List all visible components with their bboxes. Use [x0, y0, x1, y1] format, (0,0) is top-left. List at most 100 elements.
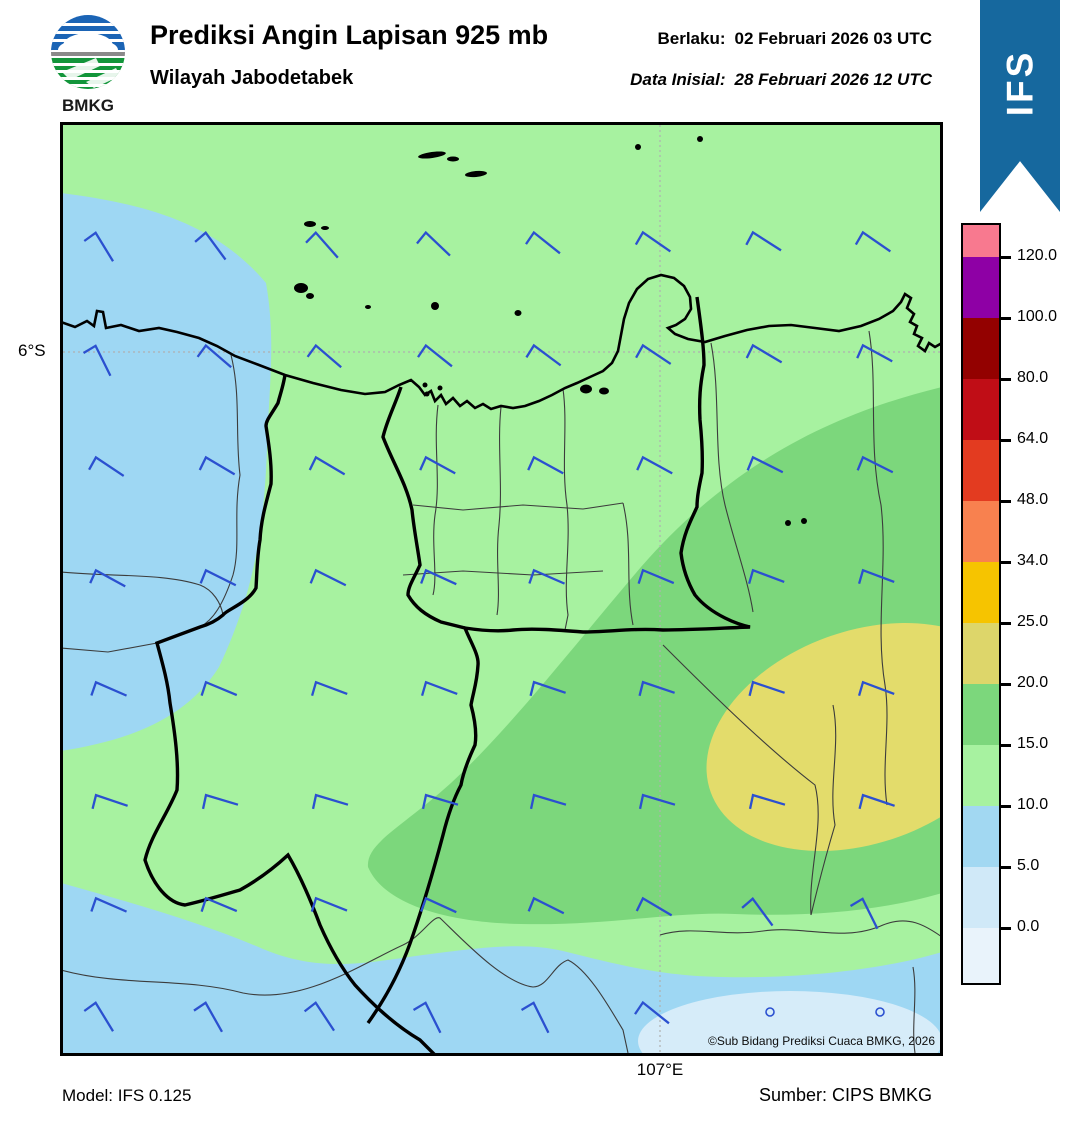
wind-barb — [193, 1001, 223, 1033]
wind-barb — [741, 897, 774, 927]
colorbar-tick — [1001, 561, 1011, 564]
bmkg-logo-text: BMKG — [62, 96, 114, 115]
wind-barb — [420, 568, 457, 586]
colorbar-tick — [1001, 500, 1011, 503]
page-subtitle: Wilayah Jabodetabek — [150, 67, 354, 89]
colorbar-tick — [1001, 927, 1011, 930]
wind-barb — [200, 680, 238, 697]
colorbar-segment — [963, 225, 999, 257]
wind-barb — [856, 455, 894, 474]
colorbar-label: 5.0 — [1017, 857, 1040, 874]
wind-barb — [634, 230, 672, 253]
colorbar-tick — [1001, 256, 1011, 259]
colorbar-tick — [1001, 622, 1011, 625]
colorbar — [961, 223, 1001, 985]
wind-barb — [199, 568, 237, 587]
model-caption: Model: IFS 0.125 — [62, 1086, 192, 1105]
colorbar-segment — [963, 562, 999, 623]
wind-barb — [857, 680, 895, 697]
wind-barb — [747, 568, 785, 585]
wind-barb — [88, 455, 125, 477]
colorbar-label: 0.0 — [1017, 918, 1040, 935]
colorbar-tick — [1001, 317, 1011, 320]
wind-barb — [89, 568, 126, 588]
colorbar-label: 120.0 — [1017, 247, 1058, 264]
jabodetabek-boundary — [143, 296, 751, 1053]
wind-barb — [309, 568, 347, 587]
colorbar-label: 10.0 — [1017, 796, 1049, 813]
wind-barb — [634, 1000, 670, 1025]
wind-barb — [310, 680, 348, 697]
init-time-label: Data Inisial: — [630, 70, 726, 89]
wind-barb — [638, 680, 675, 697]
colorbar-tick — [1001, 378, 1011, 381]
source-caption: Sumber: CIPS BMKG — [758, 1085, 932, 1105]
colorbar-label: 80.0 — [1017, 369, 1049, 386]
wind-barb — [82, 344, 112, 377]
model-ribbon: IFS — [980, 0, 1060, 212]
wind-barb — [420, 680, 458, 697]
wind-barb — [748, 793, 786, 810]
colorbar-segment — [963, 379, 999, 440]
wind-barb — [638, 793, 676, 810]
colorbar-label: 25.0 — [1017, 613, 1049, 630]
wind-barb — [91, 793, 128, 810]
colorbar-segment — [963, 806, 999, 867]
longitude-label: 107°E — [636, 1060, 684, 1079]
wind-barb — [83, 1001, 115, 1032]
map-area — [60, 122, 943, 1056]
wind-barb — [849, 897, 879, 930]
page-title: Prediksi Angin Lapisan 925 mb — [150, 20, 549, 50]
wind-barb — [525, 343, 562, 367]
wind-barb — [745, 343, 783, 364]
valid-time-value: 02 Februari 2026 03 UTC — [734, 29, 932, 48]
wind-barb — [421, 793, 459, 810]
colorbar-tick — [1001, 439, 1011, 442]
colorbar-segment — [963, 684, 999, 745]
wind-barb — [854, 230, 892, 253]
wind-barb — [306, 343, 342, 369]
colorbar-segment — [963, 501, 999, 562]
init-time-value: 28 Februari 2026 12 UTC — [734, 70, 932, 89]
region-5-10-west — [63, 193, 272, 751]
colorbar-label: 15.0 — [1017, 735, 1049, 752]
wind-barb — [419, 455, 456, 475]
colorbar-tick — [1001, 683, 1011, 686]
wind-barb — [528, 568, 566, 585]
colorbar-label: 48.0 — [1017, 491, 1049, 508]
latitude-label: 6°S — [18, 341, 46, 360]
valid-time: Berlaku: 02 Februari 2026 03 UTC — [657, 29, 932, 49]
region-0-5 — [638, 991, 940, 1053]
model-ribbon-label: IFS — [999, 49, 1040, 117]
wind-barb — [527, 455, 564, 475]
colorbar-segment — [963, 867, 999, 928]
wind-barb — [308, 455, 346, 476]
wind-barb — [520, 1001, 550, 1034]
valid-time-label: Berlaku: — [657, 29, 726, 48]
colorbar-segment — [963, 440, 999, 501]
wind-barb — [90, 896, 128, 913]
wind-barb — [636, 455, 673, 475]
wind-barb — [416, 230, 451, 257]
wind-barb — [857, 568, 895, 585]
wind-barb — [637, 568, 675, 585]
init-time: Data Inisial: 28 Februari 2026 12 UTC — [630, 70, 932, 90]
wind-barb — [420, 896, 457, 914]
wind-barb — [635, 896, 673, 917]
wind-barb — [305, 230, 339, 259]
wind-barb — [529, 680, 566, 697]
coastline — [63, 273, 940, 411]
wind-barb — [201, 793, 239, 810]
wind-barb — [196, 343, 232, 369]
colorbar-label: 64.0 — [1017, 430, 1049, 447]
colorbar-segment — [963, 318, 999, 379]
wind-barb — [311, 793, 349, 810]
colorbar-tick — [1001, 866, 1011, 869]
wind-barb — [83, 231, 115, 262]
wind-barb — [194, 231, 227, 261]
colorbar-segment — [963, 745, 999, 806]
wind-barb — [525, 230, 561, 255]
wind-barb — [529, 793, 567, 810]
bmkg-logo: BMKG — [51, 15, 125, 115]
wind-barb — [527, 896, 565, 915]
